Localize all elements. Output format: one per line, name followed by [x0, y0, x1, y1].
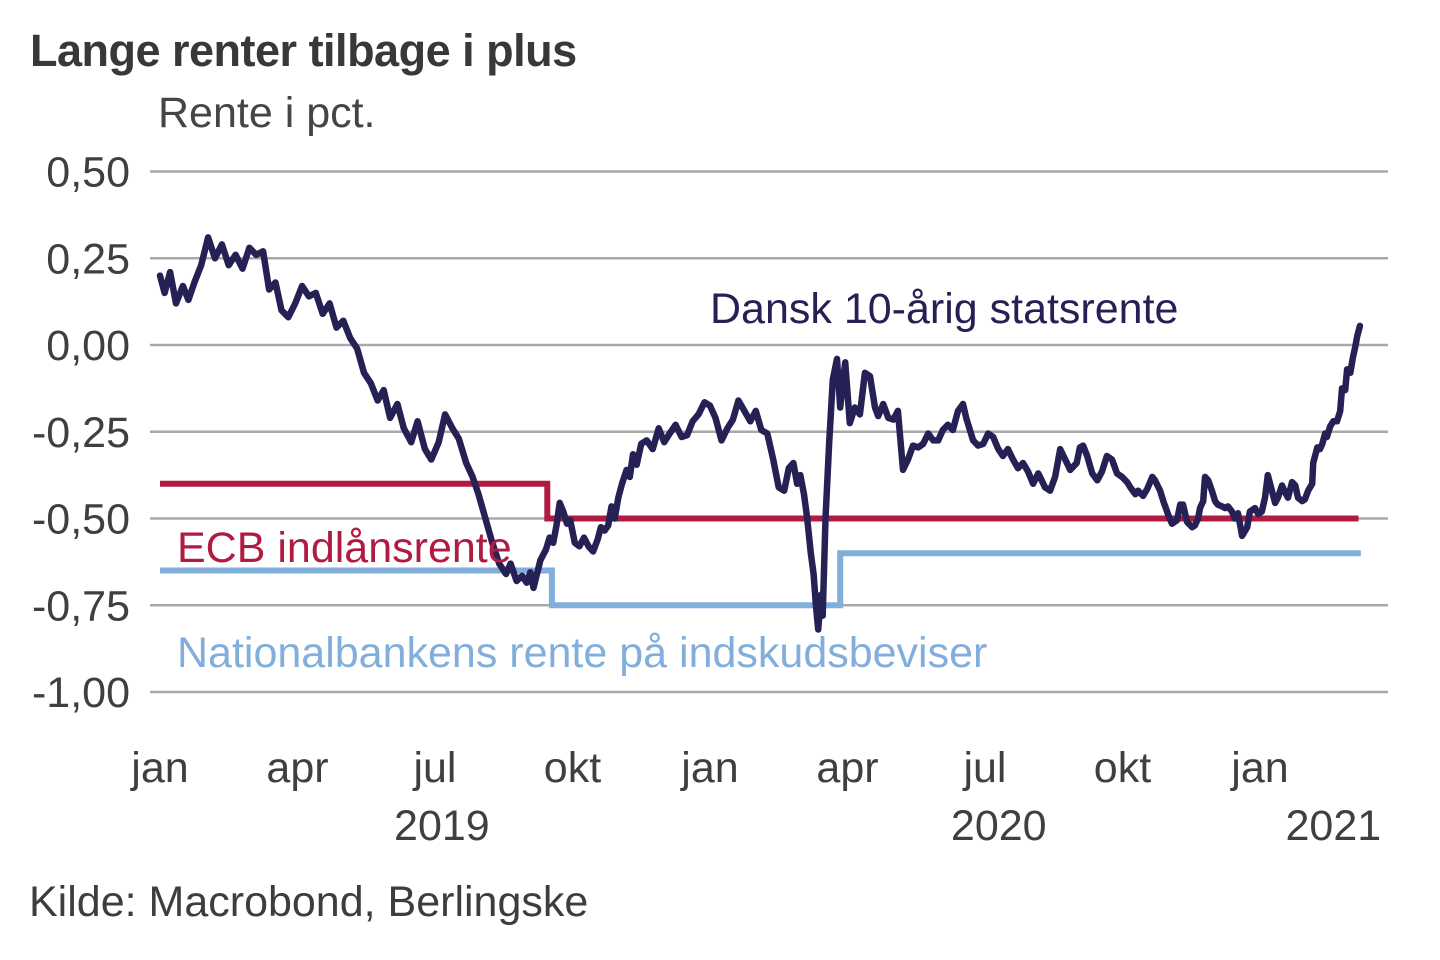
series-line-1: [160, 480, 1359, 522]
y-axis-tick-label: -0,75: [32, 582, 130, 630]
x-axis-tick-label: apr: [816, 744, 878, 792]
x-axis-tick-label: jul: [961, 744, 1006, 792]
series-label-dansk-10-aarig-statsrente: Dansk 10-årig statsrente: [710, 285, 1179, 333]
y-axis-tick-label: 0,50: [46, 149, 130, 197]
x-axis-tick-label: okt: [1094, 744, 1151, 792]
x-axis-tick-label: jan: [129, 744, 188, 792]
y-axis-tick-label: 0,25: [46, 235, 130, 283]
x-axis-tick-label: okt: [544, 744, 601, 792]
x-axis-tick-label: apr: [266, 744, 328, 792]
x-axis-year-label: 2020: [951, 802, 1047, 850]
x-axis-tick-label: jan: [1229, 744, 1288, 792]
x-axis-tick-label: jul: [411, 744, 456, 792]
y-axis-tick-label: -0,50: [32, 496, 130, 544]
y-axis-tick-label: -1,00: [32, 669, 130, 717]
series-line-2: [160, 550, 1361, 609]
y-axis-title: Rente i pct.: [158, 89, 376, 137]
series-label-nationalbankens-rente: Nationalbankens rente på indskudsbeviser: [177, 629, 988, 677]
x-axis-tick-label: jan: [679, 744, 738, 792]
series-line-0: [156, 234, 1364, 633]
source-credit: Kilde: Macrobond, Berlingske: [29, 878, 589, 926]
y-axis-tick-label: 0,00: [46, 322, 130, 370]
chart-title: Lange renter tilbage i plus: [30, 25, 577, 76]
y-axis-tick-label: -0,25: [32, 409, 130, 457]
x-axis-year-label: 2019: [394, 802, 490, 850]
x-axis-year-label: 2021: [1285, 802, 1381, 850]
series-label-ecb-indlaansrente: ECB indlånsrente: [177, 524, 512, 572]
